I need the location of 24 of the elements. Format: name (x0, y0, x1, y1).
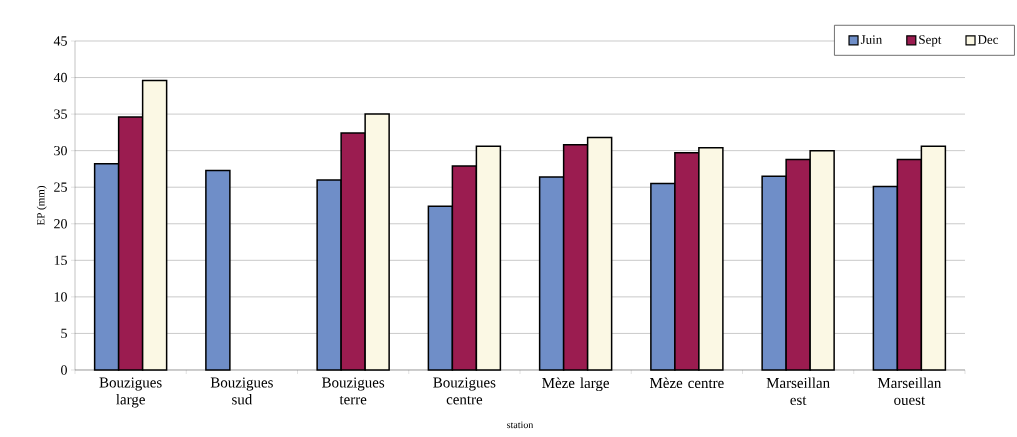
bar (205, 169, 231, 371)
legend-label: Juin (860, 35, 883, 44)
x-tick-label: Bouzigues terre (322, 377, 385, 405)
x-tick-label: Bouzigues centre (433, 377, 496, 405)
y-axis-title: EP (mm) (36, 186, 47, 226)
y-tick-label: 40 (53, 72, 67, 83)
x-axis-title: station (507, 421, 534, 429)
x-tick-label: Mèze large (542, 377, 610, 392)
x-tick-label: Mèze centre (649, 377, 724, 389)
x-tick-label: Marseillan ouest (877, 377, 942, 405)
y-tick-label: 25 (54, 182, 67, 192)
y-tick-label: 0 (61, 365, 67, 375)
x-tick-label: Bouzigues large (99, 377, 162, 408)
x-tick-label: Bouzigues sud (210, 377, 273, 405)
x-tick-label: Marseillan est (766, 377, 830, 405)
y-tick-label: 35 (54, 109, 67, 119)
y-tick-label: 15 (54, 255, 67, 265)
y-tick-label: 30 (54, 145, 67, 156)
legend-label: Sept (919, 35, 942, 47)
y-tick-label: 10 (54, 292, 67, 302)
y-tick-label: 5 (61, 328, 67, 339)
y-tick-label: 45 (53, 36, 67, 46)
legend-label: Dec (977, 35, 999, 44)
y-tick-label: 20 (54, 219, 67, 229)
